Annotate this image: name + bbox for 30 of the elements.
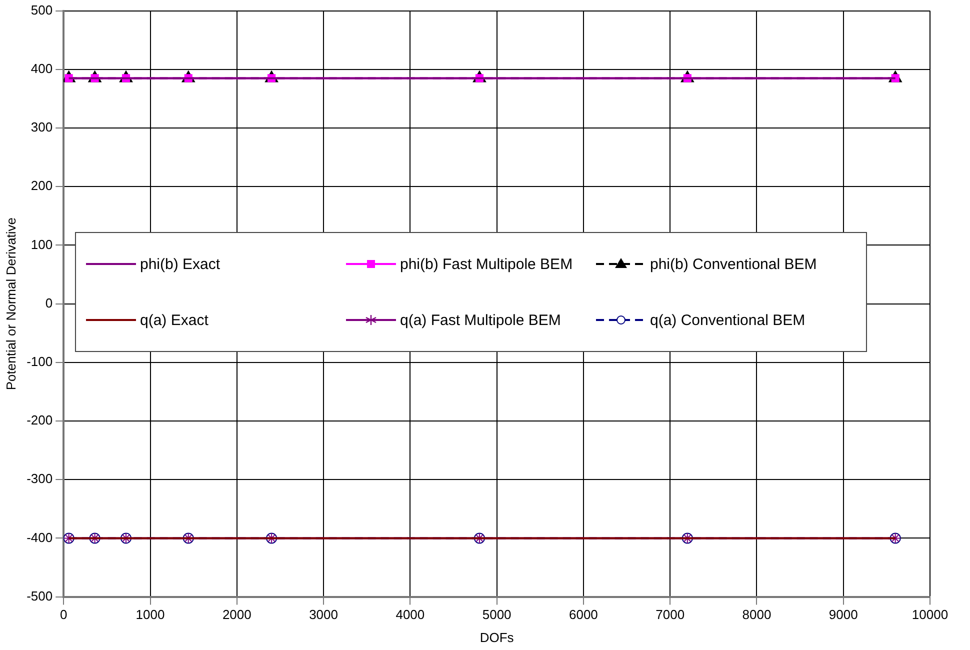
x-tick-label: 4000 <box>396 607 425 622</box>
legend-label: q(a) Fast Multipole BEM <box>400 312 561 328</box>
y-tick-label: 300 <box>30 120 53 135</box>
legend-label: phi(b) Exact <box>140 256 220 272</box>
y-tick-label: -200 <box>26 412 53 428</box>
y-tick-label: 200 <box>30 178 53 194</box>
y-tick-label: 500 <box>30 2 53 18</box>
y-tick-label: 400 <box>30 60 53 76</box>
y-axis-title: Potential or Normal Derivative <box>3 217 18 390</box>
x-tick-label: 6000 <box>568 607 598 622</box>
legend-label: phi(b) Fast Multipole BEM <box>400 256 573 272</box>
y-tick-label: -500 <box>26 588 53 604</box>
x-tick-label: 1000 <box>136 607 165 622</box>
x-tick-label: 5000 <box>482 607 512 622</box>
x-tick-label: 8000 <box>742 607 772 622</box>
x-tick-label: 3000 <box>309 607 338 622</box>
y-tick-label: 0 <box>45 295 53 310</box>
x-axis-title: DOFs <box>480 630 514 645</box>
y-tick-label: 100 <box>30 236 53 252</box>
x-tick-label: 0 <box>60 607 68 622</box>
x-tick-label: 7000 <box>656 607 685 622</box>
legend-label: q(a) Exact <box>140 312 208 328</box>
y-tick-label: -100 <box>26 354 53 369</box>
y-tick-label: -400 <box>26 530 53 545</box>
x-tick-label: 2000 <box>222 607 252 622</box>
legend-label: phi(b) Conventional BEM <box>650 256 817 272</box>
y-tick-label: -300 <box>26 471 53 486</box>
x-tick-label: 9000 <box>828 607 858 622</box>
x-tick-label: 10000 <box>912 607 948 622</box>
legend-label: q(a) Conventional BEM <box>650 312 806 328</box>
